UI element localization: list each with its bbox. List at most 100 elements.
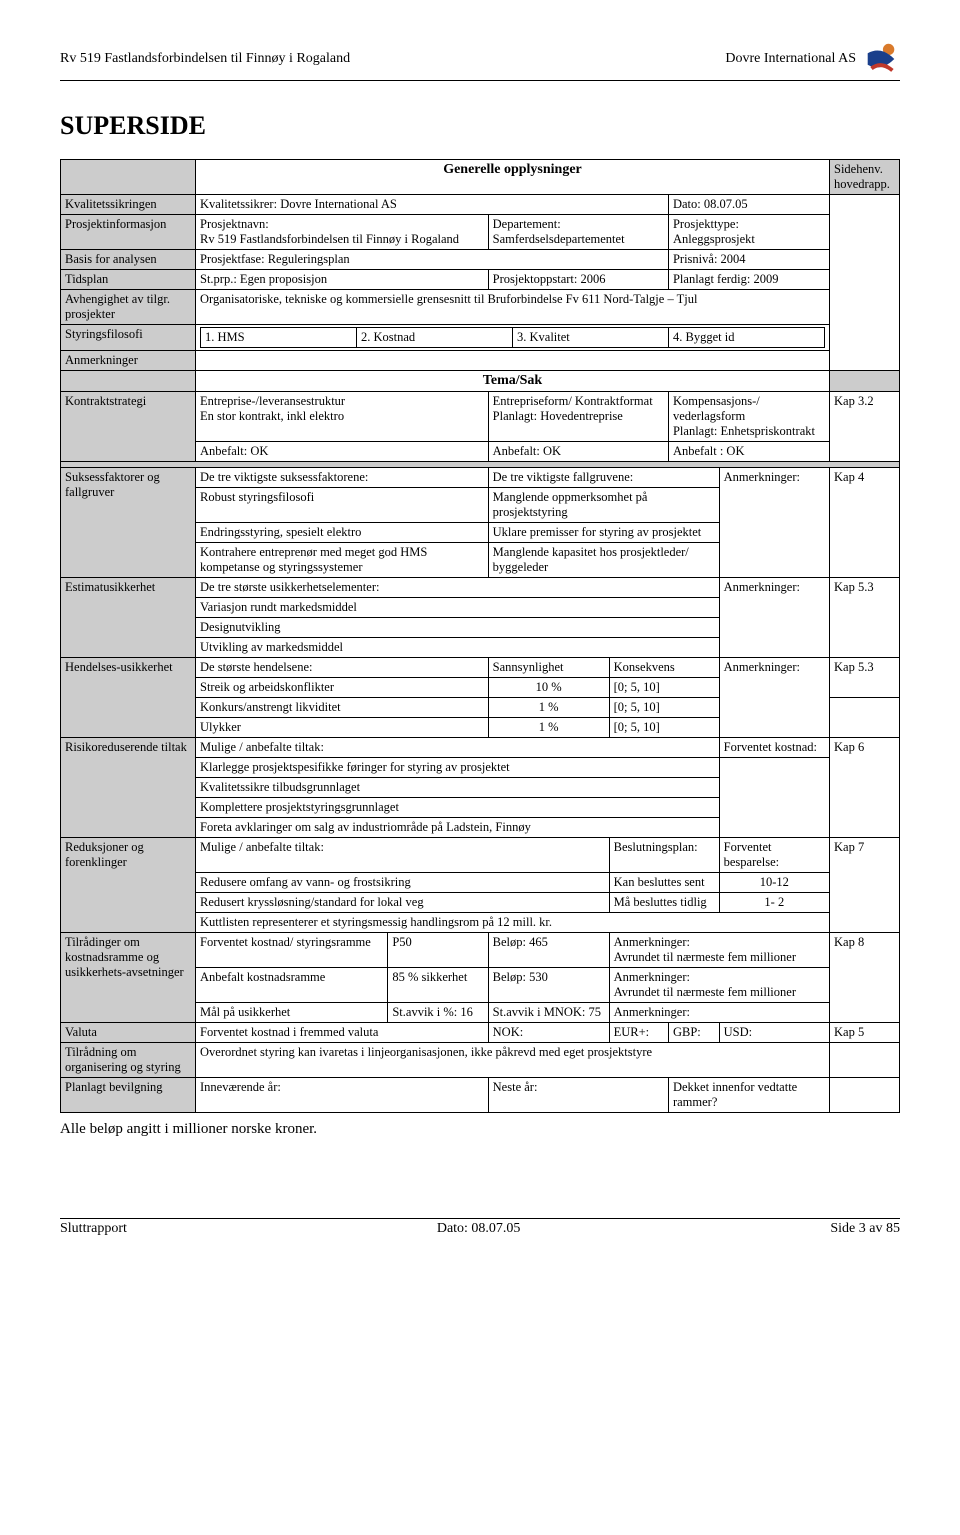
- theme-side: [830, 371, 900, 392]
- bev-b: Neste år:: [488, 1078, 668, 1113]
- est-r3: Utvikling av markedsmiddel: [196, 638, 720, 658]
- red-r2a: Redusert kryssløsning/standard for lokal…: [196, 893, 610, 913]
- row-tidsplan-label: Tidsplan: [61, 270, 196, 290]
- til-r1c: Beløp: 465: [488, 933, 609, 968]
- til-r2a: Anbefalt kostnadsramme: [196, 968, 388, 1003]
- row-risiko-label: Risikoreduserende tiltak: [61, 738, 196, 838]
- red-h3: Forventet besparelse:: [719, 838, 829, 873]
- til-r3d: Anmerkninger:: [609, 1003, 829, 1023]
- header-company: Dovre International AS: [725, 51, 856, 67]
- pinfo-c2: Departement: Samferdselsdepartementet: [488, 215, 668, 250]
- row-prosjektinfo-label: Prosjektinformasjon: [61, 215, 196, 250]
- row-anm-label: Anmerkninger: [61, 351, 196, 371]
- hen-r1b: 10 %: [488, 678, 609, 698]
- org-text: Overordnet styring kan ivaretas i linjeo…: [196, 1043, 830, 1078]
- empty-corner: [61, 160, 196, 195]
- til-r2c: Beløp: 530: [488, 968, 609, 1003]
- header-left: Rv 519 Fastlandsforbindelsen til Finnøy …: [60, 51, 350, 67]
- til-r1d: Anmerkninger: Avrundet til nærmeste fem …: [609, 933, 829, 968]
- company-logo-icon: [862, 40, 900, 78]
- suk-r3b: Manglende kapasitet hos prosjektleder/ b…: [488, 543, 719, 578]
- hen-h4: Anmerkninger:: [719, 658, 829, 738]
- suk-h1: De tre viktigste suksessfaktorene:: [196, 468, 489, 488]
- val-kap: Kap 5: [830, 1023, 900, 1043]
- val-nok: NOK:: [488, 1023, 609, 1043]
- til-r3b: St.avvik i %: 16: [388, 1003, 488, 1023]
- ris-cost: [719, 758, 829, 838]
- est-h1: De tre største usikkerhetselementer:: [196, 578, 720, 598]
- row-reduksjon-label: Reduksjoner og forenklinger: [61, 838, 196, 933]
- suk-h3: Anmerkninger:: [719, 468, 829, 578]
- pinfo-c3: Prosjekttype: Anleggsprosjekt: [668, 215, 829, 250]
- section-theme: Tema/Sak: [196, 371, 830, 392]
- val-gbp: GBP:: [668, 1023, 719, 1043]
- bev-a: Inneværende år:: [196, 1078, 489, 1113]
- styring-cells: 1. HMS 2. Kostnad 3. Kvalitet 4. Bygget …: [196, 325, 830, 351]
- theme-corner: [61, 371, 196, 392]
- pinfo-c3a: Prosjekttype:: [673, 217, 739, 231]
- hen-r3c: [0; 5, 10]: [609, 718, 719, 738]
- suk-r1b: Manglende oppmerksomhet på prosjektstyri…: [488, 488, 719, 523]
- red-r1b: Kan besluttes sent: [609, 873, 719, 893]
- page-header: Rv 519 Fastlandsforbindelsen til Finnøy …: [60, 40, 900, 81]
- til-r2d: Anmerkninger: Avrundet til nærmeste fem …: [609, 968, 829, 1003]
- kon-c2c: Anbefalt: OK: [488, 442, 668, 462]
- suk-r3a: Kontrahere entreprenør med meget god HMS…: [196, 543, 489, 578]
- ris-h2: Forventet kostnad:: [719, 738, 829, 758]
- til-r2b: 85 % sikkerhet: [388, 968, 488, 1003]
- ris-r4: Foreta avklaringer om salg av industriom…: [196, 818, 720, 838]
- tid-c: Planlagt ferdig: 2009: [668, 270, 829, 290]
- kvalitet-text: Kvalitetssikrer: Dovre International AS: [196, 195, 669, 215]
- kon-c1: Entreprise-/leveransestruktur En stor ko…: [196, 392, 489, 442]
- red-r2b: Må besluttes tidlig: [609, 893, 719, 913]
- hen-r3b: 1 %: [488, 718, 609, 738]
- hen-r2b: 1 %: [488, 698, 609, 718]
- val-a: Forventet kostnad i fremmed valuta: [196, 1023, 489, 1043]
- basis-b: Prisnivå: 2004: [668, 250, 829, 270]
- ris-r3: Komplettere prosjektstyringsgrunnlaget: [196, 798, 720, 818]
- hen-kap: Kap 5.3: [830, 658, 900, 698]
- til-r1a: Forventet kostnad/ styringsramme: [196, 933, 388, 968]
- kon-c3b: Planlagt: Enhetspriskontrakt: [673, 424, 815, 438]
- red-r1c: 10-12: [719, 873, 829, 893]
- est-kap: Kap 5.3: [830, 578, 900, 658]
- kon-c3: Kompensasjons-/ vederlagsform Planlagt: …: [668, 392, 829, 442]
- til-r1b: P50: [388, 933, 488, 968]
- til-kap: Kap 8: [830, 933, 900, 1023]
- til-r3a: Mål på usikkerhet: [196, 1003, 388, 1023]
- hen-r3a: Ulykker: [196, 718, 489, 738]
- red-r1a: Redusere omfang av vann- og frostsikring: [196, 873, 610, 893]
- tid-a: St.prp.: Egen proposisjon: [196, 270, 489, 290]
- pinfo-c2b: Samferdselsdepartementet: [493, 232, 625, 246]
- suk-r1a: Robust styringsfilosofi: [196, 488, 489, 523]
- red-h1: Mulige / anbefalte tiltak:: [196, 838, 610, 873]
- row-basis-label: Basis for analysen: [61, 250, 196, 270]
- val-eur: EUR+:: [609, 1023, 668, 1043]
- ris-r1: Klarlegge prosjektspesifikke føringer fo…: [196, 758, 720, 778]
- row-suksess-label: Suksessfaktorer og fallgruver: [61, 468, 196, 578]
- hen-r2a: Konkurs/anstrengt likviditet: [196, 698, 489, 718]
- kon-c2: Entrepriseform/ Kontraktformat Planlagt:…: [488, 392, 668, 442]
- kon-c2a: Entrepriseform/ Kontraktformat: [493, 394, 653, 408]
- kon-kap: Kap 3.2: [830, 392, 900, 462]
- pinfo-c3b: Anleggsprosjekt: [673, 232, 755, 246]
- kon-c3c: Anbefalt : OK: [668, 442, 829, 462]
- sidehead: Sidehenv. hovedrapp.: [830, 160, 900, 195]
- side-empty-1: [830, 195, 900, 371]
- section-general: Generelle opplysninger: [196, 160, 830, 195]
- hen-h1: De største hendelsene:: [196, 658, 489, 678]
- row-valuta-label: Valuta: [61, 1023, 196, 1043]
- red-h2: Beslutningsplan:: [609, 838, 719, 873]
- pinfo-c1b: Rv 519 Fastlandsforbindelsen til Finnøy …: [200, 232, 459, 246]
- page-footer: Sluttrapport Dato: 08.07.05 Side 3 av 85: [60, 1218, 900, 1237]
- ris-kap: Kap 6: [830, 738, 900, 838]
- footer-mid: Dato: 08.07.05: [437, 1221, 521, 1237]
- hen-r2c: [0; 5, 10]: [609, 698, 719, 718]
- pinfo-c2a: Departement:: [493, 217, 561, 231]
- page-title: SUPERSIDE: [60, 111, 900, 141]
- row-tilraad-label: Tilrådinger om kostnadsramme og usikkerh…: [61, 933, 196, 1023]
- kon-c1a: Entreprise-/leveransestruktur: [200, 394, 345, 408]
- row-estimat-label: Estimatusikkerhet: [61, 578, 196, 658]
- basis-a: Prosjektfase: Reguleringsplan: [196, 250, 669, 270]
- hen-h3: Konsekvens: [609, 658, 719, 678]
